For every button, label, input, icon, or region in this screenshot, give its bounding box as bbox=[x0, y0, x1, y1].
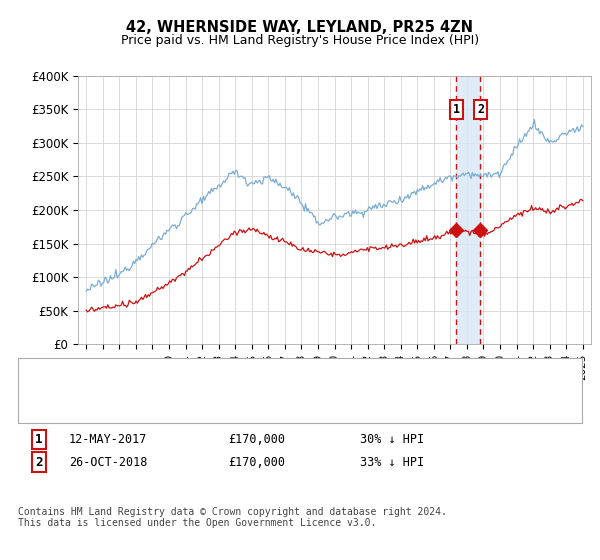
Text: £170,000: £170,000 bbox=[228, 433, 285, 446]
Bar bbox=[456, 76, 481, 344]
Text: Price paid vs. HM Land Registry's House Price Index (HPI): Price paid vs. HM Land Registry's House … bbox=[121, 34, 479, 46]
Text: 1: 1 bbox=[453, 102, 460, 116]
Text: 2: 2 bbox=[477, 102, 484, 116]
Text: 30% ↓ HPI: 30% ↓ HPI bbox=[360, 433, 424, 446]
Text: 26-OCT-2018: 26-OCT-2018 bbox=[69, 455, 148, 469]
Text: 12-MAY-2017: 12-MAY-2017 bbox=[69, 433, 148, 446]
Text: 42, WHERNSIDE WAY, LEYLAND, PR25 4ZN: 42, WHERNSIDE WAY, LEYLAND, PR25 4ZN bbox=[127, 20, 473, 35]
Text: Contains HM Land Registry data © Crown copyright and database right 2024.
This d: Contains HM Land Registry data © Crown c… bbox=[18, 507, 447, 529]
Text: £170,000: £170,000 bbox=[228, 455, 285, 469]
Text: 1: 1 bbox=[35, 433, 43, 446]
Text: 33% ↓ HPI: 33% ↓ HPI bbox=[360, 455, 424, 469]
Text: 42, WHERNSIDE WAY, LEYLAND, PR25 4ZN (detached house): 42, WHERNSIDE WAY, LEYLAND, PR25 4ZN (de… bbox=[77, 381, 434, 391]
Text: HPI: Average price, detached house, South Ribble: HPI: Average price, detached house, Sout… bbox=[77, 403, 401, 413]
Text: 2: 2 bbox=[35, 455, 43, 469]
